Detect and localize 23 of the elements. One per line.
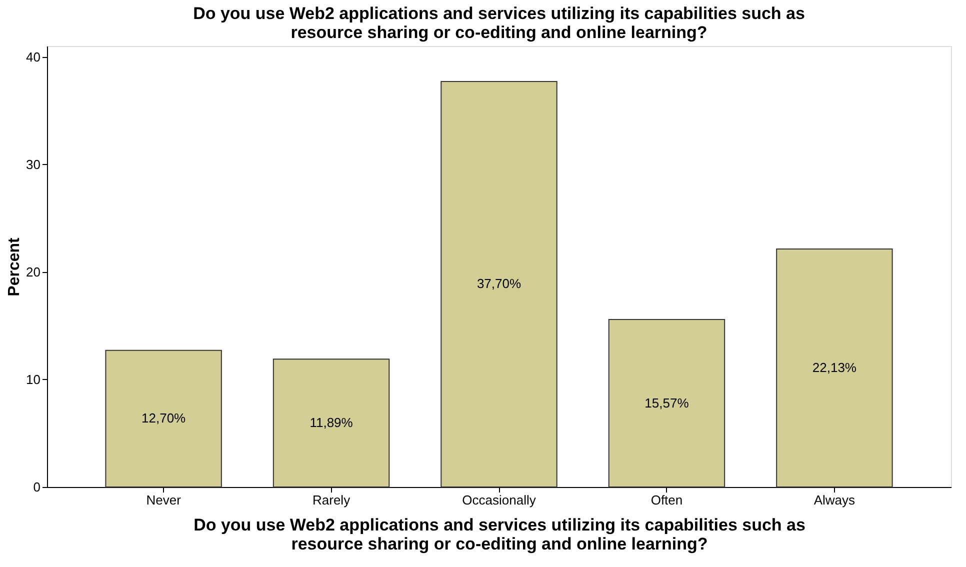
x-tick-label: Occasionally <box>462 492 536 508</box>
data-label: 11,89% <box>310 415 354 430</box>
x-axis-title: Do you use Web2 applications and services utilizing its capabilities such as resource sharing or co-editing and online learning? <box>194 516 806 554</box>
y-tick-label: 0 <box>33 480 40 494</box>
data-label: 37,70% <box>476 276 522 292</box>
x-tick-label: Rarely <box>312 492 351 508</box>
y-tick-label: 30 <box>26 156 40 172</box>
y-tick-label: 20 <box>26 264 40 280</box>
bar <box>776 248 893 488</box>
bar <box>608 319 726 488</box>
bar <box>105 350 222 488</box>
y-tick-label: 10 <box>26 372 40 387</box>
data-label: 22,13% <box>812 360 857 375</box>
data-label: 15,57% <box>644 395 690 410</box>
x-tick-label: Never <box>146 492 182 508</box>
x-tick-label: Often <box>650 492 683 508</box>
y-tick-label: 40 <box>26 49 40 64</box>
bar <box>272 358 390 488</box>
y-axis-title: Percent <box>6 236 24 296</box>
chart-title: Do you use Web2 applications and services utilizing its capabilities such as resource sharing or co-editing and online learning? <box>193 4 805 42</box>
data-label: 12,70% <box>142 410 186 426</box>
bar <box>440 80 558 488</box>
x-tick-label: Always <box>814 492 856 508</box>
